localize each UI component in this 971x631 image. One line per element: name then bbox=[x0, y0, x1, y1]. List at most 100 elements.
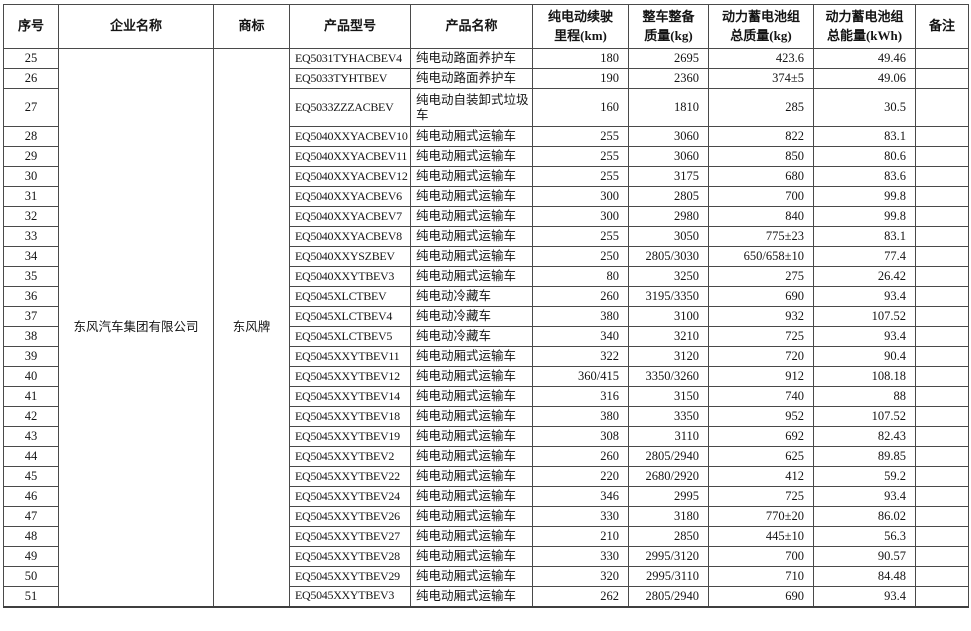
cell-curb-mass: 3110 bbox=[628, 426, 709, 447]
cell-battery-energy: 90.4 bbox=[813, 346, 916, 367]
cell-curb-mass: 2850 bbox=[628, 526, 709, 547]
header-battery-energy: 动力蓄电池组 总能量(kWh) bbox=[813, 4, 916, 49]
cell-company-name: 东风汽车集团有限公司 bbox=[58, 48, 214, 607]
cell-electric-range: 380 bbox=[532, 306, 629, 327]
cell-electric-range: 300 bbox=[532, 206, 629, 227]
cell-battery-energy: 107.52 bbox=[813, 406, 916, 427]
cell-model: EQ5045XXYTBEV22 bbox=[289, 466, 411, 487]
cell-remark bbox=[915, 406, 969, 427]
cell-remark bbox=[915, 48, 969, 69]
cell-electric-range: 380 bbox=[532, 406, 629, 427]
cell-electric-range: 316 bbox=[532, 386, 629, 407]
cell-electric-range: 330 bbox=[532, 506, 629, 527]
table-body: 25 东风汽车集团有限公司 东风牌 EQ5031TYHACBEV4 纯电动路面养护车 18… bbox=[3, 48, 969, 607]
cell-battery-energy: 99.8 bbox=[813, 186, 916, 207]
cell-remark bbox=[915, 486, 969, 507]
cell-curb-mass: 2995/3120 bbox=[628, 546, 709, 567]
cell-battery-energy: 84.48 bbox=[813, 566, 916, 587]
table-row: 49 EQ5045XXYTBEV28 纯电动厢式运输车 330 2995/3120 700… bbox=[3, 546, 969, 567]
cell-battery-energy: 59.2 bbox=[813, 466, 916, 487]
cell-product-name: 纯电动厢式运输车 bbox=[410, 566, 533, 587]
cell-serial-number: 43 bbox=[3, 426, 59, 447]
cell-serial-number: 27 bbox=[3, 88, 59, 127]
cell-remark bbox=[915, 246, 969, 267]
header-row: 序号 企业名称 商标 产品型号 产品名称 纯电动续驶 里程(km) 整车整备 质… bbox=[3, 4, 969, 49]
cell-electric-range: 322 bbox=[532, 346, 629, 367]
cell-curb-mass: 2360 bbox=[628, 68, 709, 89]
cell-battery-mass: 285 bbox=[708, 88, 814, 127]
cell-serial-number: 36 bbox=[3, 286, 59, 307]
table-row: 44 EQ5045XXYTBEV2 纯电动厢式运输车 260 2805/2940 625 8… bbox=[3, 446, 969, 467]
cell-remark bbox=[915, 566, 969, 587]
cell-remark bbox=[915, 386, 969, 407]
cell-battery-mass: 840 bbox=[708, 206, 814, 227]
cell-model: EQ5040XXYACBEV7 bbox=[289, 206, 411, 227]
cell-curb-mass: 2680/2920 bbox=[628, 466, 709, 487]
table-row: 33 EQ5040XXYACBEV8 纯电动厢式运输车 255 3050 775±23 83… bbox=[3, 226, 969, 247]
cell-remark bbox=[915, 286, 969, 307]
cell-product-name: 纯电动厢式运输车 bbox=[410, 366, 533, 387]
cell-curb-mass: 2995/3110 bbox=[628, 566, 709, 587]
cell-product-name: 纯电动厢式运输车 bbox=[410, 486, 533, 507]
cell-model: EQ5045XXYTBEV29 bbox=[289, 566, 411, 587]
cell-model: EQ5031TYHACBEV4 bbox=[289, 48, 411, 69]
cell-product-name: 纯电动厢式运输车 bbox=[410, 206, 533, 227]
table-row: 51 EQ5045XXYTBEV3 纯电动厢式运输车 262 2805/2940 690 9… bbox=[3, 586, 969, 607]
cell-electric-range: 80 bbox=[532, 266, 629, 287]
cell-electric-range: 320 bbox=[532, 566, 629, 587]
header-product-model: 产品型号 bbox=[289, 4, 411, 49]
cell-product-name: 纯电动自装卸式垃圾车 bbox=[410, 88, 533, 127]
cell-curb-mass: 1810 bbox=[628, 88, 709, 127]
header-curb-mass: 整车整备 质量(kg) bbox=[628, 4, 709, 49]
cell-curb-mass: 3150 bbox=[628, 386, 709, 407]
table-row: 41 EQ5045XXYTBEV14 纯电动厢式运输车 316 3150 740 88 bbox=[3, 386, 969, 407]
cell-battery-energy: 90.57 bbox=[813, 546, 916, 567]
cell-remark bbox=[915, 526, 969, 547]
header-battery-mass: 动力蓄电池组 总质量(kg) bbox=[708, 4, 814, 49]
cell-model: EQ5040XXYACBEV10 bbox=[289, 126, 411, 147]
table-row: 37 EQ5045XLCTBEV4 纯电动冷藏车 380 3100 932 107.52 bbox=[3, 306, 969, 327]
cell-model: EQ5045XXYTBEV14 bbox=[289, 386, 411, 407]
cell-trademark: 东风牌 bbox=[213, 48, 290, 607]
header-company-name: 企业名称 bbox=[58, 4, 214, 49]
cell-serial-number: 47 bbox=[3, 506, 59, 527]
cell-battery-mass: 700 bbox=[708, 186, 814, 207]
cell-electric-range: 340 bbox=[532, 326, 629, 347]
cell-battery-energy: 49.46 bbox=[813, 48, 916, 69]
cell-curb-mass: 2805 bbox=[628, 186, 709, 207]
cell-battery-energy: 30.5 bbox=[813, 88, 916, 127]
cell-remark bbox=[915, 68, 969, 89]
table-row: 27 EQ5033ZZZACBEV 纯电动自装卸式垃圾车 160 1810 285 30.5 bbox=[3, 88, 969, 127]
cell-electric-range: 180 bbox=[532, 48, 629, 69]
cell-product-name: 纯电动厢式运输车 bbox=[410, 446, 533, 467]
cell-curb-mass: 3250 bbox=[628, 266, 709, 287]
cell-electric-range: 262 bbox=[532, 586, 629, 607]
cell-serial-number: 40 bbox=[3, 366, 59, 387]
cell-battery-mass: 710 bbox=[708, 566, 814, 587]
cell-battery-mass: 932 bbox=[708, 306, 814, 327]
cell-serial-number: 34 bbox=[3, 246, 59, 267]
cell-curb-mass: 2805/2940 bbox=[628, 586, 709, 607]
table-row: 34 EQ5040XXYSZBEV 纯电动厢式运输车 250 2805/3030 650/… bbox=[3, 246, 969, 267]
cell-remark bbox=[915, 266, 969, 287]
cell-model: EQ5045XXYTBEV2 bbox=[289, 446, 411, 467]
cell-serial-number: 35 bbox=[3, 266, 59, 287]
cell-electric-range: 255 bbox=[532, 226, 629, 247]
cell-battery-mass: 740 bbox=[708, 386, 814, 407]
cell-remark bbox=[915, 326, 969, 347]
cell-remark bbox=[915, 466, 969, 487]
cell-product-name: 纯电动路面养护车 bbox=[410, 68, 533, 89]
header-product-name: 产品名称 bbox=[410, 4, 533, 49]
cell-model: EQ5045XXYTBEV3 bbox=[289, 586, 411, 607]
cell-battery-energy: 83.1 bbox=[813, 126, 916, 147]
cell-curb-mass: 3120 bbox=[628, 346, 709, 367]
cell-serial-number: 39 bbox=[3, 346, 59, 367]
cell-battery-mass: 374±5 bbox=[708, 68, 814, 89]
cell-serial-number: 45 bbox=[3, 466, 59, 487]
table-header: 序号 企业名称 商标 产品型号 产品名称 纯电动续驶 里程(km) 整车整备 质… bbox=[3, 4, 969, 49]
cell-battery-energy: 83.1 bbox=[813, 226, 916, 247]
table-row: 50 EQ5045XXYTBEV29 纯电动厢式运输车 320 2995/3110 710… bbox=[3, 566, 969, 587]
cell-battery-mass: 625 bbox=[708, 446, 814, 467]
cell-serial-number: 30 bbox=[3, 166, 59, 187]
cell-remark bbox=[915, 546, 969, 567]
